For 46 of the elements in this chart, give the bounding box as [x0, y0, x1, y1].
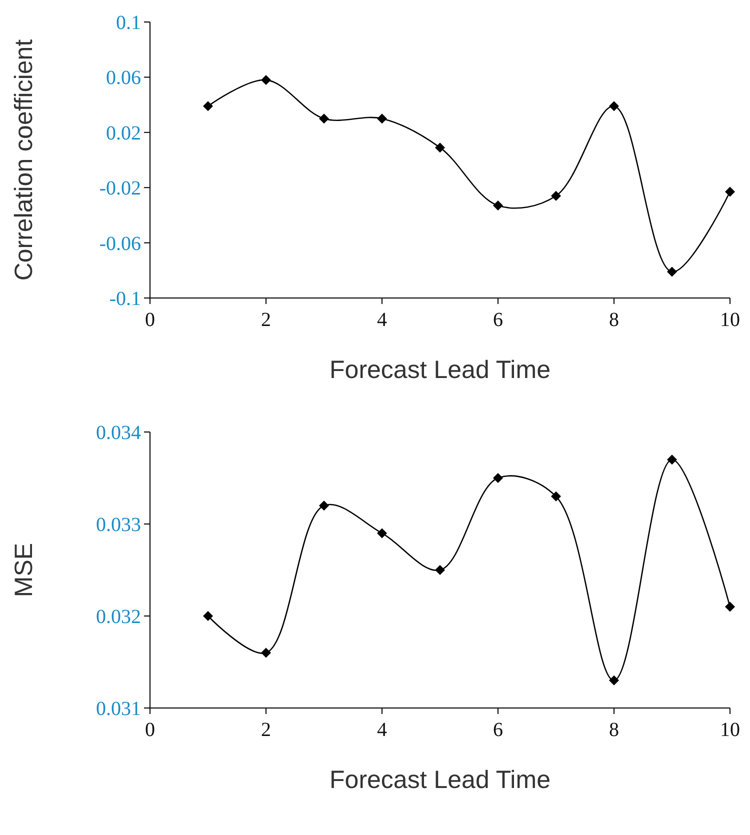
point: [667, 454, 677, 465]
x-axis-title: Forecast Lead Time: [330, 766, 550, 794]
point: [609, 101, 619, 112]
x-tick-label: 2: [261, 719, 271, 741]
point: [319, 500, 329, 511]
point: [435, 565, 445, 575]
point: [435, 142, 445, 153]
point: [493, 200, 503, 211]
point: [203, 611, 213, 621]
y-tick-label: 0.06: [106, 67, 141, 90]
point: [203, 101, 213, 112]
point: [551, 491, 561, 502]
x-tick-label: 6: [493, 309, 503, 331]
y-tick-label: -0.06: [99, 232, 141, 255]
x-tick-label: 4: [377, 719, 387, 741]
y-tick-label: -0.1: [109, 288, 141, 310]
y-tick-label: 0.033: [96, 514, 141, 536]
x-tick-label: 0: [145, 309, 155, 331]
y-tick-label: 0.1: [116, 12, 141, 34]
x-tick-label: 8: [609, 719, 619, 741]
x-tick-label: 4: [377, 309, 387, 331]
x-tick-label: 6: [493, 719, 503, 741]
y-axis-title: MSE: [10, 542, 38, 598]
y-tick-label: 0.034: [96, 422, 141, 444]
point: [725, 602, 735, 612]
point: [551, 190, 561, 201]
y-axis-title: Correlation coefficient: [10, 39, 38, 281]
y-tick-label: 0.02: [106, 122, 141, 144]
point: [667, 266, 677, 277]
x-tick-label: 10: [720, 719, 740, 741]
point: [261, 74, 271, 85]
point: [725, 186, 735, 197]
x-axis-title: Forecast Lead Time: [330, 356, 550, 384]
point: [319, 114, 329, 124]
x-tick-label: 10: [720, 309, 740, 331]
point: [609, 675, 619, 686]
y-tick-label: 0.032: [96, 606, 141, 628]
point: [493, 473, 503, 483]
y-tick-label: -0.02: [99, 178, 141, 200]
point: [377, 114, 387, 124]
x-tick-label: 0: [145, 719, 155, 741]
point: [261, 648, 271, 658]
x-tick-label: 8: [609, 309, 619, 331]
y-tick-label: 0.031: [96, 698, 141, 720]
point: [377, 528, 387, 538]
x-tick-label: 2: [261, 309, 271, 331]
